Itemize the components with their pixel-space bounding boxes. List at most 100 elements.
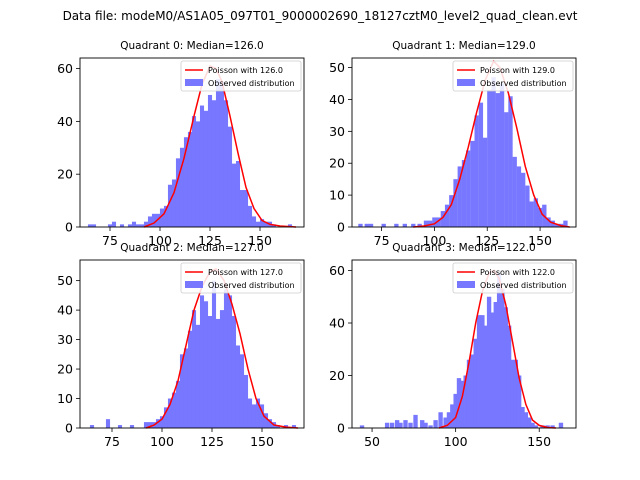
histogram-bar: [432, 217, 437, 227]
histogram-bar: [263, 221, 269, 227]
x-tick-label: 150: [528, 233, 552, 248]
legend-box: [452, 60, 574, 92]
histogram-bar: [259, 219, 265, 227]
legend-bar-swatch: [457, 281, 475, 288]
y-tick-label: 0: [65, 421, 73, 436]
axes-frame: [79, 259, 305, 429]
histogram-bar: [529, 201, 534, 227]
histogram-bar: [275, 425, 281, 428]
histogram-bar: [508, 96, 513, 227]
x-tick-label: 100: [444, 434, 468, 449]
histogram-bar: [239, 354, 245, 428]
histogram-bar: [476, 315, 482, 429]
histogram-bar: [521, 172, 526, 227]
histogram-bar: [440, 211, 446, 227]
histogram-bar: [510, 359, 515, 428]
x-tick-label: 125: [475, 233, 499, 248]
histogram-bar: [207, 316, 213, 428]
x-tick-label: 150: [527, 434, 551, 449]
histogram-bar: [444, 204, 450, 227]
histogram-bar: [167, 184, 173, 227]
y-tick-label: 40: [329, 316, 345, 331]
histogram-bar: [420, 420, 425, 429]
histogram-bar: [408, 422, 413, 428]
histogram-bar: [480, 315, 485, 429]
x-tick-label: 75: [102, 233, 118, 248]
histogram-bar: [364, 223, 369, 227]
histogram-bar: [139, 224, 145, 227]
legend-poisson-label: Poisson with 122.0: [480, 268, 555, 277]
histogram-bar: [247, 205, 253, 228]
histogram-bar: [231, 316, 237, 428]
histogram-bar: [89, 425, 95, 428]
histogram-bar: [450, 404, 455, 429]
x-tick-label: 100: [148, 233, 172, 248]
histogram-bar: [403, 420, 408, 429]
histogram-bar: [207, 94, 213, 227]
histogram-bar: [195, 324, 201, 428]
histogram-bar: [243, 374, 249, 428]
histogram-bar: [381, 223, 386, 227]
histogram-bar: [417, 223, 422, 227]
histogram-bar: [368, 223, 374, 227]
x-tick-label: 75: [374, 233, 390, 248]
histogram-bar: [151, 213, 157, 227]
axes-frame: [351, 57, 577, 228]
histogram-bar: [87, 224, 93, 227]
histogram-bar: [191, 310, 197, 428]
y-tick-label: 50: [329, 60, 345, 75]
y-tick-label: 20: [329, 156, 345, 171]
histogram-bar: [389, 422, 395, 428]
histogram-bar: [359, 425, 365, 429]
histogram-bar: [482, 137, 488, 227]
axes-frame: [79, 57, 305, 228]
histogram-bar: [155, 419, 161, 428]
histogram-bar: [483, 325, 488, 429]
histogram-bar: [512, 156, 517, 227]
legend-poisson-label: Poisson with 127.0: [208, 268, 283, 277]
y-tick-label: 60: [329, 263, 345, 278]
histogram-bar: [239, 190, 245, 227]
histogram-bar: [490, 312, 495, 428]
histogram-bar: [131, 221, 137, 227]
histogram-bar: [470, 354, 475, 428]
histogram-bar: [486, 296, 492, 428]
histogram-bar: [384, 422, 390, 428]
histogram-bar: [423, 422, 428, 428]
y-tick-label: 40: [57, 303, 73, 318]
histogram-bar: [191, 116, 197, 227]
legend: Poisson with 122.0 Observed distribution: [452, 262, 574, 294]
histogram-bar: [107, 224, 113, 227]
legend-bar-swatch: [457, 79, 475, 86]
histogram-bar: [117, 425, 123, 428]
histogram-bar: [155, 213, 161, 227]
histogram-bar: [287, 224, 293, 227]
histogram-bar: [446, 412, 452, 428]
histogram-bar: [550, 425, 555, 429]
y-tick-label: 10: [57, 391, 73, 406]
legend-poisson-label: Poisson with 129.0: [480, 66, 555, 75]
histogram-bar: [143, 221, 149, 227]
histogram-bar: [474, 115, 479, 227]
y-tick-label: 20: [57, 362, 73, 377]
histogram-bar: [558, 422, 564, 428]
histogram-bar: [527, 417, 532, 428]
histogram-bar: [533, 198, 539, 227]
histogram-bar: [398, 422, 403, 428]
histogram-bar: [163, 407, 169, 428]
histogram-bar: [453, 393, 458, 429]
histogram-bar: [456, 378, 462, 429]
x-tick-label: 50: [364, 434, 380, 449]
histogram-bar: [215, 318, 221, 428]
histogram-bar: [550, 220, 555, 227]
y-tick-label: 20: [329, 368, 345, 383]
histogram-bar: [175, 380, 181, 428]
histogram-bar: [183, 137, 189, 227]
histogram-bar: [211, 100, 217, 227]
histogram-bar: [195, 121, 201, 228]
histogram-bar: [506, 325, 512, 429]
histogram-bar: [554, 223, 560, 227]
histogram-bar: [513, 359, 518, 428]
histogram-bar: [105, 419, 111, 428]
